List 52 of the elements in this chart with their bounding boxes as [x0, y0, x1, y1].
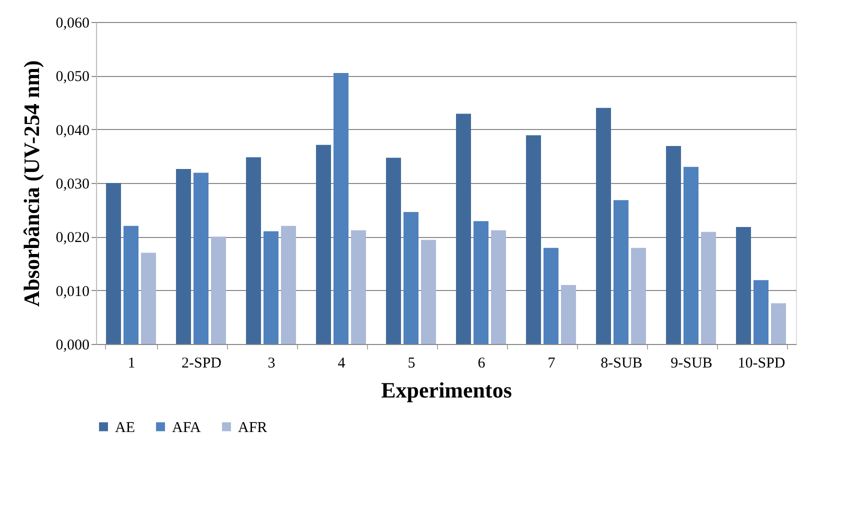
bar: [124, 226, 138, 344]
y-tick-label: 0,010: [56, 284, 90, 300]
x-tick-label: 2-SPD: [181, 356, 222, 372]
bar: [666, 146, 681, 344]
x-tick-label: 3: [268, 356, 276, 372]
x-axis-title: Experimentos: [381, 378, 512, 402]
legend-label: AE: [115, 420, 135, 436]
bar: [176, 169, 191, 344]
legend-label: AFR: [238, 420, 268, 436]
x-tick-label: 4: [338, 356, 346, 372]
y-tick-label: 0,000: [56, 338, 90, 354]
bar: [194, 172, 208, 344]
bar: [614, 200, 628, 344]
x-tick-label: 6: [478, 356, 486, 372]
bar: [491, 230, 506, 344]
bar: [631, 248, 646, 344]
bar: [526, 135, 541, 344]
x-tick-label: 8-SUB: [600, 356, 642, 372]
x-tick-label: 1: [128, 356, 136, 372]
bar: [544, 248, 558, 344]
bar: [561, 284, 576, 344]
y-axis-title: Absorbância (UV-254 nm): [18, 60, 44, 307]
bar: [701, 232, 716, 344]
bar: [456, 114, 471, 344]
x-tick-label: 5: [408, 356, 416, 372]
bar: [596, 108, 611, 344]
bar: [281, 226, 296, 344]
bar: [211, 236, 226, 344]
y-tick-label: 0,050: [56, 69, 90, 86]
bar: [474, 221, 488, 344]
y-tick-label: 0,040: [56, 122, 90, 139]
bar: [736, 227, 751, 344]
x-tick-label: 7: [548, 356, 556, 372]
bar: [334, 72, 348, 344]
bar: [106, 183, 121, 344]
legend-label: AFA: [172, 420, 202, 436]
bar: [351, 230, 366, 344]
bar: [421, 240, 436, 344]
bar: [404, 212, 418, 344]
bar: [246, 157, 261, 344]
y-tick-label: 0,060: [56, 16, 90, 32]
bar: [771, 303, 786, 344]
bar: [386, 158, 401, 344]
x-tick-label: 9-SUB: [670, 356, 712, 372]
bar: [264, 231, 278, 344]
x-tick-label: 10-SPD: [738, 356, 786, 372]
y-tick-label: 0,030: [56, 176, 90, 192]
bar: [316, 144, 331, 344]
bar: [141, 252, 156, 344]
y-tick-label: 0,020: [56, 230, 90, 246]
bar: [754, 280, 768, 344]
bar: [684, 166, 698, 344]
